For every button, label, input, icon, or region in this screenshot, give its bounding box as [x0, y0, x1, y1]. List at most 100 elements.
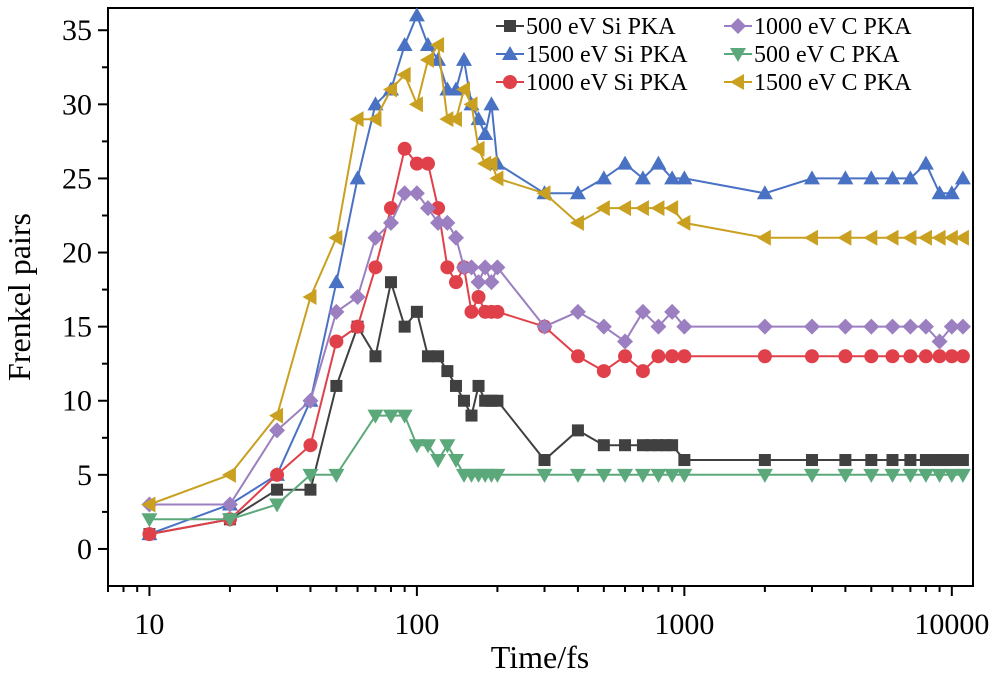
data-point — [666, 439, 679, 452]
legend-label: 500 eV Si PKA — [526, 14, 676, 40]
series-1 — [143, 276, 969, 541]
data-point — [943, 185, 960, 200]
data-point — [439, 214, 456, 231]
data-point — [595, 170, 612, 185]
data-point — [457, 394, 470, 407]
data-point — [382, 81, 397, 98]
x-axis: 10 100 1000 10000 — [107, 586, 989, 641]
x-tick-label: 1000 — [654, 608, 714, 641]
data-point — [931, 468, 948, 483]
series-4 — [141, 185, 971, 513]
data-point — [863, 468, 880, 483]
data-point — [617, 200, 632, 217]
series-3 — [142, 141, 970, 542]
data-point — [837, 229, 852, 246]
legend-marker — [730, 74, 744, 90]
data-point — [650, 155, 667, 170]
data-point — [595, 200, 610, 217]
data-point — [618, 349, 633, 364]
legend-label: 500 eV C PKA — [754, 42, 900, 68]
data-point — [903, 349, 918, 364]
data-point — [664, 468, 681, 483]
data-point — [271, 483, 284, 496]
data-point — [447, 229, 464, 246]
data-point — [536, 185, 551, 202]
series-line — [149, 42, 963, 506]
data-point — [440, 260, 455, 275]
data-point — [430, 214, 447, 231]
data-point — [956, 454, 969, 467]
data-point — [803, 229, 818, 246]
y-tick-label: 0 — [77, 533, 92, 566]
data-point — [398, 320, 411, 333]
data-point — [677, 349, 692, 364]
data-point — [885, 349, 900, 364]
data-point — [367, 111, 382, 128]
data-point — [931, 185, 948, 200]
data-point — [383, 201, 398, 216]
data-point — [902, 229, 917, 246]
data-point — [756, 468, 773, 483]
data-point — [328, 468, 345, 483]
data-point — [884, 170, 901, 185]
legend-item: 1000 eV Si PKA — [496, 70, 688, 96]
data-point — [369, 350, 382, 363]
data-point — [837, 318, 854, 335]
data-point — [837, 468, 854, 483]
data-point — [617, 333, 634, 350]
data-point — [350, 319, 365, 334]
legend-label: 1500 eV Si PKA — [526, 42, 688, 68]
data-point — [328, 229, 343, 246]
data-point — [441, 365, 454, 378]
data-point — [944, 349, 959, 364]
series-5 — [141, 409, 971, 528]
data-point — [954, 318, 971, 335]
legend-marker — [730, 48, 746, 62]
data-point — [945, 454, 958, 467]
x-tick-label: 100 — [394, 608, 439, 641]
data-point — [396, 66, 411, 83]
data-point — [384, 276, 397, 289]
data-point — [483, 274, 500, 291]
data-point — [449, 379, 462, 392]
data-point — [917, 155, 934, 170]
y-tick-label: 30 — [62, 88, 92, 121]
legend-marker — [730, 18, 746, 34]
y-tick-label: 15 — [62, 311, 92, 344]
data-point — [756, 229, 771, 246]
data-point — [483, 96, 500, 111]
data-point — [447, 81, 464, 96]
data-point — [758, 454, 771, 467]
data-point — [804, 349, 819, 364]
data-point — [805, 454, 818, 467]
data-point — [634, 170, 651, 185]
data-point — [328, 303, 345, 320]
data-point — [902, 170, 919, 185]
data-point — [490, 304, 505, 319]
y-tick-label: 5 — [77, 459, 92, 492]
data-point — [455, 81, 470, 98]
data-point — [595, 318, 612, 335]
data-point — [470, 274, 487, 291]
data-point — [838, 349, 853, 364]
data-point — [617, 155, 634, 170]
data-point — [221, 466, 236, 483]
data-point — [865, 454, 878, 467]
data-point — [483, 155, 498, 172]
data-point — [665, 349, 680, 364]
data-point — [884, 318, 901, 335]
data-point — [408, 439, 425, 454]
x-tick-label: 10 — [134, 608, 164, 641]
data-point — [439, 111, 454, 128]
data-point — [330, 379, 343, 392]
data-point — [270, 467, 285, 482]
data-point — [650, 468, 667, 483]
plot-frame — [107, 7, 974, 587]
data-point — [471, 290, 486, 304]
data-point — [863, 170, 880, 185]
data-point — [839, 454, 852, 467]
data-point — [954, 170, 971, 185]
x-axis-title: Time/fs — [491, 639, 589, 675]
legend-marker — [504, 20, 516, 32]
data-point — [409, 156, 424, 171]
